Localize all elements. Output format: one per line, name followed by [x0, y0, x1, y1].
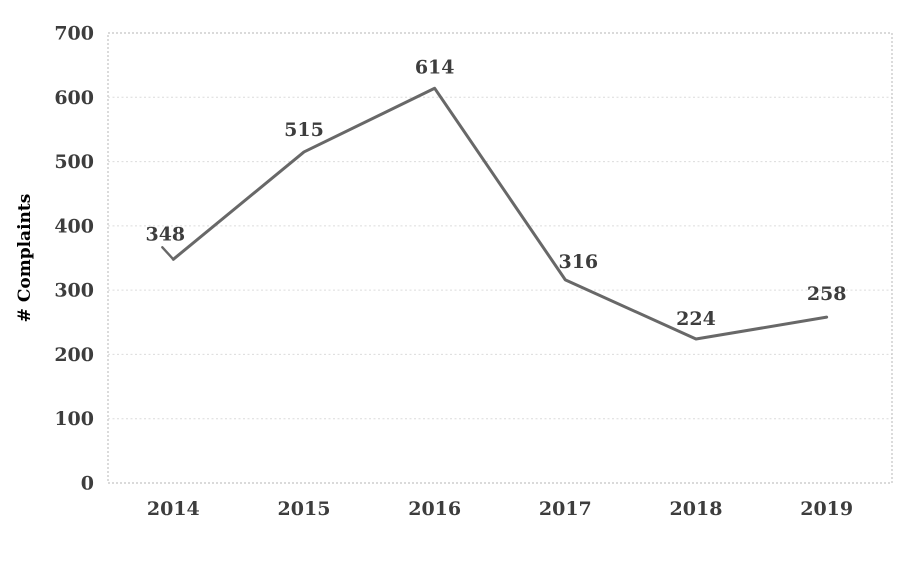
- x-tick-label: 2015: [278, 498, 331, 520]
- complaints-series-line: [171, 86, 829, 341]
- y-tick-label: 200: [54, 344, 94, 366]
- x-tick-label: 2018: [670, 498, 723, 520]
- y-tick-label: 500: [54, 151, 94, 173]
- data-label: 348: [145, 223, 185, 245]
- data-label: 316: [558, 251, 598, 273]
- y-tick-label: 700: [54, 23, 94, 45]
- y-tick-label: 600: [54, 87, 94, 109]
- x-tick-label: 2016: [408, 498, 461, 520]
- y-tick-label: 100: [54, 408, 94, 430]
- x-tick-label: 2019: [800, 498, 853, 520]
- label-leader-line: [161, 246, 175, 260]
- y-tick-label: 0: [81, 473, 94, 495]
- data-label: 614: [415, 56, 455, 78]
- data-label: 258: [807, 283, 847, 305]
- y-tick-label: 400: [54, 215, 94, 237]
- plot-border: [107, 32, 893, 484]
- y-tick-label: 300: [54, 280, 94, 302]
- data-label: 224: [676, 308, 716, 330]
- x-tick-label: 2017: [539, 498, 592, 520]
- x-tick-label: 2014: [147, 498, 200, 520]
- data-label: 515: [284, 119, 324, 141]
- y-axis-title: # Complaints: [15, 194, 35, 323]
